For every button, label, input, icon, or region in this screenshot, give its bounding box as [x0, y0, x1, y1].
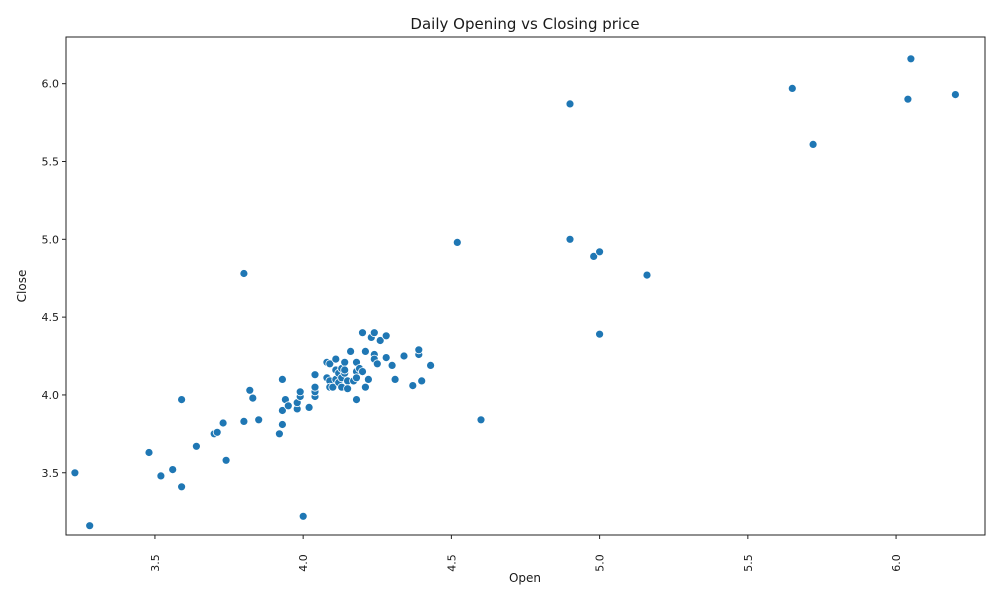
data-point: [390, 374, 400, 384]
data-point: [331, 354, 341, 364]
data-point: [787, 84, 797, 93]
data-point: [218, 418, 228, 428]
data-point: [589, 251, 599, 261]
data-point: [375, 336, 385, 345]
data-point: [642, 270, 652, 280]
data-point: [452, 237, 462, 247]
x-tick-label: 4.5: [445, 554, 458, 572]
data-point: [239, 269, 249, 278]
data-point: [168, 465, 178, 475]
data-point: [369, 328, 379, 338]
data-point: [304, 402, 314, 412]
data-point: [298, 511, 308, 521]
y-tick-label: 4.5: [42, 311, 60, 324]
data-point: [343, 384, 353, 394]
data-point: [340, 365, 350, 375]
data-point: [565, 234, 575, 244]
y-tick-label: 6.0: [42, 78, 60, 91]
data-point: [310, 382, 320, 392]
data-point: [177, 482, 187, 492]
data-point: [399, 351, 409, 361]
y-tick-label: 4.0: [42, 389, 60, 402]
data-point: [191, 441, 201, 451]
data-point: [283, 401, 293, 411]
data-point: [277, 406, 287, 415]
data-point: [245, 385, 255, 395]
x-tick-label: 3.5: [149, 554, 162, 572]
y-tick-label: 5.0: [42, 233, 60, 246]
data-point: [277, 420, 287, 429]
data-point: [310, 370, 320, 380]
data-point: [70, 468, 80, 478]
data-point: [144, 448, 154, 457]
chart-title: Daily Opening vs Closing price: [410, 15, 639, 33]
data-point: [239, 416, 249, 426]
data-point: [360, 346, 370, 356]
y-axis-ticks: 3.5 4.0 4.5 5.0 5.5 6.0: [42, 78, 66, 480]
data-point: [951, 90, 960, 99]
x-tick-label: 4.0: [297, 554, 310, 572]
data-point: [360, 382, 370, 392]
data-point: [381, 331, 391, 341]
x-axis-ticks: 3.5 4.0 4.5 5.0 5.5 6.0: [149, 535, 903, 572]
data-point: [363, 374, 373, 384]
data-point: [340, 357, 350, 367]
data-point: [808, 139, 818, 149]
data-point: [565, 99, 575, 109]
plot-area: [65, 36, 986, 536]
data-point: [254, 415, 264, 425]
data-point: [426, 360, 436, 370]
data-point: [906, 54, 916, 64]
data-point: [221, 455, 231, 465]
data-point: [346, 346, 356, 356]
y-tick-label: 3.5: [42, 467, 60, 480]
data-point: [274, 429, 284, 439]
y-axis-label: Close: [15, 270, 29, 303]
data-point: [408, 381, 418, 391]
data-point: [277, 374, 287, 384]
data-point: [387, 360, 397, 370]
data-point: [414, 345, 424, 355]
data-point: [328, 382, 338, 392]
data-points: [70, 54, 960, 531]
data-point: [295, 387, 305, 397]
x-axis-label: Open: [509, 571, 541, 585]
data-point: [325, 359, 335, 369]
data-point: [903, 94, 913, 104]
data-point: [372, 359, 382, 369]
data-point: [352, 373, 361, 383]
data-point: [417, 376, 427, 386]
data-point: [381, 353, 391, 363]
x-tick-label: 6.0: [890, 554, 903, 572]
data-point: [177, 395, 187, 405]
data-point: [358, 328, 367, 338]
data-point: [156, 471, 166, 481]
data-point: [476, 415, 486, 425]
data-point: [595, 329, 604, 339]
data-point: [212, 427, 222, 437]
data-point: [595, 247, 604, 257]
data-point: [85, 521, 95, 531]
x-tick-label: 5.0: [594, 554, 607, 572]
data-point: [248, 393, 258, 403]
data-point: [358, 367, 367, 377]
data-point: [352, 395, 361, 405]
y-tick-label: 5.5: [42, 156, 60, 169]
x-tick-label: 5.5: [742, 554, 755, 572]
